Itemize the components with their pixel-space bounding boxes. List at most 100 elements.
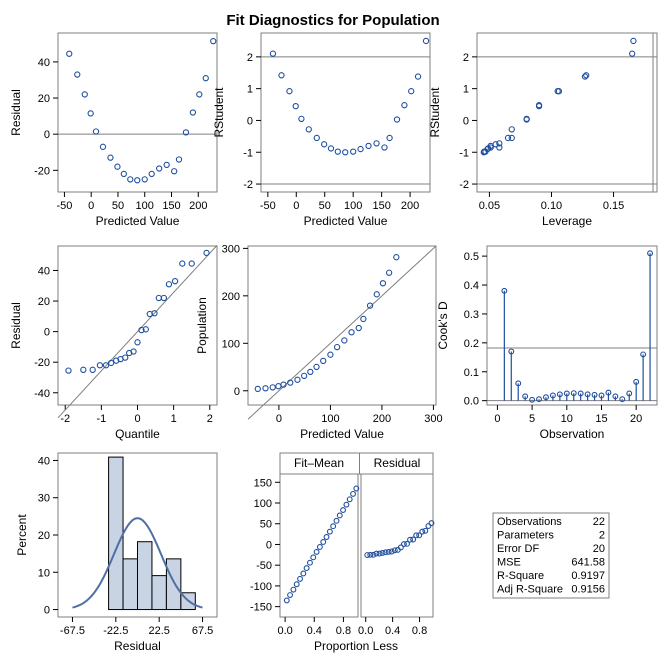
data-point	[278, 72, 285, 79]
y-tick-label: -50	[256, 560, 272, 572]
data-point	[333, 343, 341, 351]
stats-table-frame	[492, 512, 610, 599]
data-point	[357, 145, 364, 153]
rstudent_vs_leverage-panel: 0.05 0.10 0.15 -2 -1 0 1 2 Leverage RStudent	[428, 32, 658, 228]
stat-label: Adj R-Square	[497, 584, 563, 596]
histogram-bar	[122, 558, 139, 611]
y-tick-label: -1	[459, 147, 469, 159]
y-tick-label: 100	[222, 338, 240, 350]
data-point	[313, 134, 320, 142]
cooks-d-point	[570, 390, 577, 397]
x-axis-label: Predicted Value	[304, 214, 388, 228]
data-point	[148, 170, 155, 178]
data-point	[422, 37, 430, 45]
data-point	[179, 260, 186, 267]
fit-mean-point	[353, 485, 360, 492]
data-point	[196, 91, 203, 98]
data-point	[134, 177, 141, 184]
y-tick-label: 1	[463, 84, 469, 96]
data-point	[87, 110, 94, 117]
fit-mean-point	[320, 539, 327, 545]
fit-mean-point	[283, 597, 290, 604]
cooks-d-point	[640, 351, 647, 358]
data-point	[102, 362, 110, 369]
data-point	[120, 170, 127, 178]
data-point	[114, 163, 121, 170]
stat-value: 0.9156	[571, 584, 605, 596]
data-point	[254, 385, 261, 393]
x-tick-label: -50	[260, 200, 276, 212]
data-point	[122, 354, 129, 361]
cooks_d-panel: 0 5 10 15 20 0.0 0.1 0.2 0.3 0.4 0.5 Observation Coo…	[436, 245, 658, 441]
x-tick-label: 0	[276, 413, 282, 425]
x-tick-label: 1	[171, 413, 177, 425]
x-axis-label: Predicted Value	[96, 214, 180, 228]
x-tick-label: 0.8	[336, 625, 351, 637]
data-point	[583, 72, 590, 79]
x-tick-label: 100	[136, 200, 154, 212]
fit-mean-point	[307, 559, 313, 566]
data-point	[163, 161, 170, 169]
data-point	[504, 134, 512, 142]
fit-mean-point	[313, 548, 320, 555]
data-point	[300, 372, 308, 380]
y-tick-label: 0	[44, 605, 50, 617]
residual-point	[407, 536, 414, 543]
data-point	[373, 291, 380, 298]
data-point	[342, 149, 349, 156]
fit-mean-point	[323, 534, 330, 540]
stat-label: Error DF	[497, 543, 539, 555]
x-tick-label: 0.0	[277, 625, 292, 637]
data-point	[287, 379, 294, 386]
data-point	[286, 88, 293, 95]
identity-line	[57, 245, 218, 419]
histogram-bar	[151, 575, 167, 611]
data-point	[96, 362, 104, 369]
cooks-d-point	[598, 392, 605, 399]
data-point	[307, 368, 314, 376]
x-tick-label: 0	[88, 200, 94, 212]
x-tick-label: 22.5	[148, 625, 169, 637]
fit-mean-point	[346, 496, 353, 503]
y-axis-label: Residual	[9, 89, 23, 136]
y-tick-label: 40	[38, 455, 50, 467]
data-point	[141, 176, 148, 183]
stat-label: Parameters	[497, 530, 554, 542]
y-tick-label: 2	[463, 52, 469, 64]
cooks-d-point	[563, 390, 570, 397]
residual-point	[419, 528, 426, 535]
residual-point	[428, 520, 435, 527]
data-point	[484, 145, 491, 153]
y-tick-label: -2	[459, 179, 469, 191]
data-point	[555, 88, 563, 95]
data-point	[355, 324, 362, 332]
stat-value: 20	[593, 543, 605, 555]
fit-mean-point	[290, 586, 297, 593]
x-tick-label: 5	[529, 413, 535, 425]
data-point	[386, 134, 393, 142]
y-tick-label: 50	[260, 519, 272, 531]
residual-point	[367, 551, 374, 558]
data-point	[492, 141, 499, 148]
cooks-d-point	[626, 390, 633, 397]
residual-point	[397, 544, 404, 551]
y-tick-label: 30	[38, 493, 50, 505]
data-point	[156, 165, 163, 172]
data-point	[381, 144, 388, 151]
residual-point	[376, 550, 383, 557]
x-tick-label: -2	[60, 413, 70, 425]
spread-panel-area	[279, 473, 359, 618]
y-tick-label: 0	[247, 115, 253, 127]
data-point	[305, 126, 312, 133]
fit-mean-point	[297, 575, 303, 582]
histogram-bar	[137, 541, 153, 611]
spread-panel-title: Residual	[374, 456, 421, 470]
stat-label: R-Square	[497, 570, 544, 582]
fit-mean-point	[310, 554, 317, 561]
cooks-d-point	[536, 396, 542, 403]
y-tick-label: 40	[38, 57, 50, 69]
normal-density-curve	[72, 517, 203, 609]
data-point	[160, 294, 168, 302]
residual-point	[364, 552, 371, 558]
data-point	[366, 302, 374, 309]
